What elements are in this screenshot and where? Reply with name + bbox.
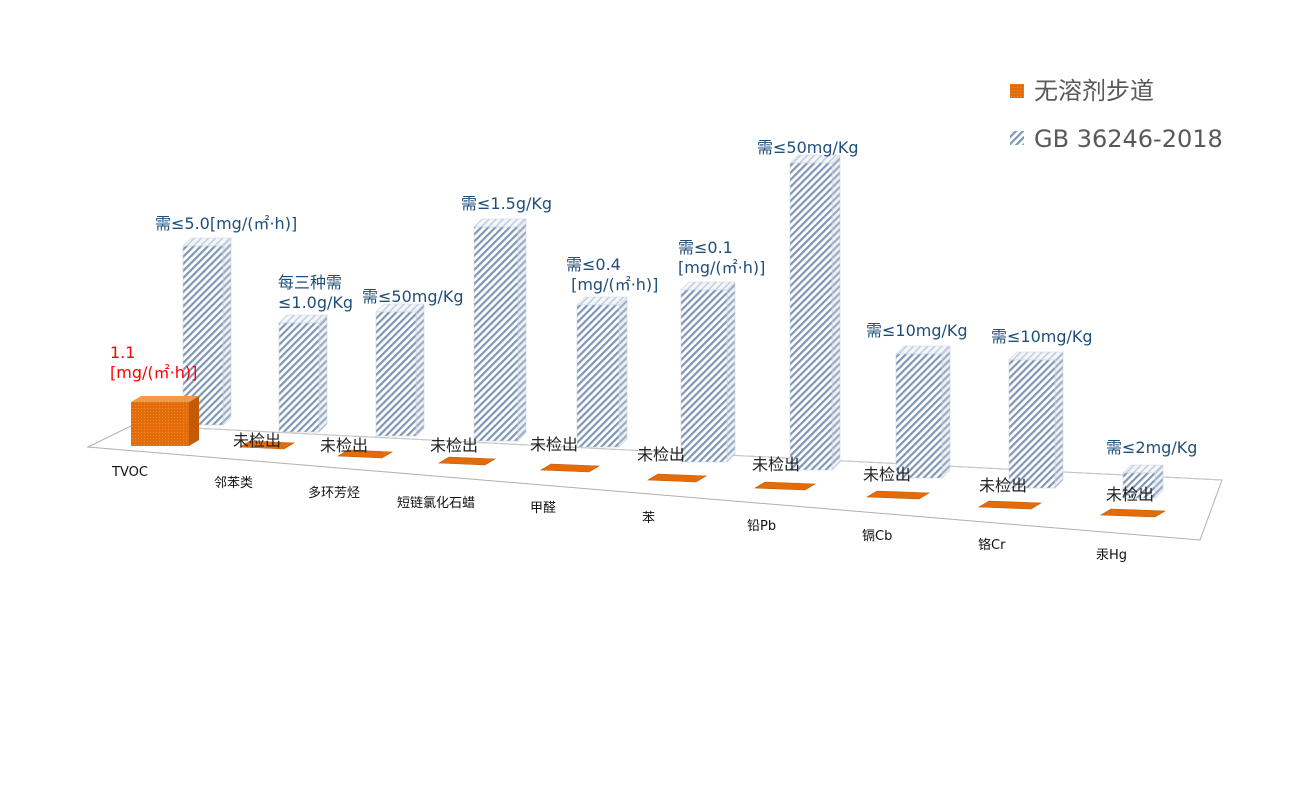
category-label-5: 苯 [642, 511, 655, 526]
category-label-6: 铅Pb [747, 519, 776, 534]
category-label-2: 多环芳烃 [308, 485, 360, 501]
label-product-2: 未检出 [320, 436, 368, 455]
category-label-1: 邻苯类 [214, 476, 253, 491]
bar-product-9 [1099, 508, 1167, 518]
legend-swatch-product [1010, 84, 1024, 98]
label-product-7: 未检出 [863, 465, 911, 484]
label-standard-8: 需≤10mg/Kg [991, 327, 1093, 346]
label-product-9: 未检出 [1106, 485, 1154, 504]
bar-product-6 [753, 481, 817, 491]
label-standard-9: 需≤2mg/Kg [1106, 438, 1197, 457]
bar-standard-9 [1122, 464, 1164, 499]
bar-product-4 [539, 463, 601, 473]
bar-standard-2 [375, 303, 425, 437]
category-label-4: 甲醛 [530, 500, 556, 516]
category-label-3: 短链氯化石蜡 [397, 496, 475, 511]
label-product-5: 未检出 [637, 445, 685, 464]
legend-swatch-standard [1010, 131, 1024, 145]
label-product-1: 未检出 [233, 431, 281, 450]
label-product-6: 未检出 [752, 455, 800, 474]
bar-standard-6 [789, 154, 841, 471]
category-label-0: TVOC [111, 465, 148, 480]
label-standard-1: 每三种需≤1.0g/Kg [278, 273, 353, 312]
label-standard-0: 需≤5.0[mg/(㎡·h)] [155, 214, 297, 233]
bar-product-3 [437, 456, 497, 466]
label-product-3: 未检出 [430, 436, 478, 455]
label-standard-5: 需≤0.1 [mg/(㎡·h)] [678, 238, 765, 277]
bar-standard-3 [473, 218, 527, 442]
legend: 无溶剂步道 GB 36246-2018 [1010, 77, 1223, 153]
bar-standard-7 [895, 345, 951, 479]
bar-product-1 [238, 440, 296, 450]
bar-standard-5 [680, 281, 736, 463]
legend-label-product: 无溶剂步道 [1034, 77, 1154, 105]
label-standard-4: 需≤0.4 [mg/(㎡·h)] [566, 255, 658, 294]
bar-standard-4 [576, 296, 628, 448]
bar-standard-1 [278, 314, 328, 433]
label-standard-7: 需≤10mg/Kg [866, 321, 968, 340]
bar-standard-0 [182, 237, 232, 426]
category-label-8: 铬Cr [978, 537, 1006, 553]
category-label-7: 镉Cb [862, 528, 892, 544]
legend-label-standard: GB 36246-2018 [1034, 125, 1223, 153]
label-standard-3: 需≤1.5g/Kg [461, 194, 552, 213]
bar-product-7 [865, 490, 931, 500]
category-label-9: 汞Hg [1096, 548, 1127, 563]
bar-product-2 [336, 449, 394, 459]
label-product-8: 未检出 [979, 476, 1027, 495]
label-product-4: 未检出 [530, 435, 578, 454]
bar-product-8 [977, 500, 1043, 510]
label-standard-2: 需≤50mg/Kg [362, 287, 464, 306]
bar-standard-8 [1008, 351, 1064, 489]
bar-product-0 [131, 396, 199, 446]
bar-product-5 [646, 473, 708, 483]
label-product-0: 1.1 [mg/(㎡·h)] [110, 343, 197, 382]
label-standard-6: 需≤50mg/Kg [757, 138, 859, 157]
